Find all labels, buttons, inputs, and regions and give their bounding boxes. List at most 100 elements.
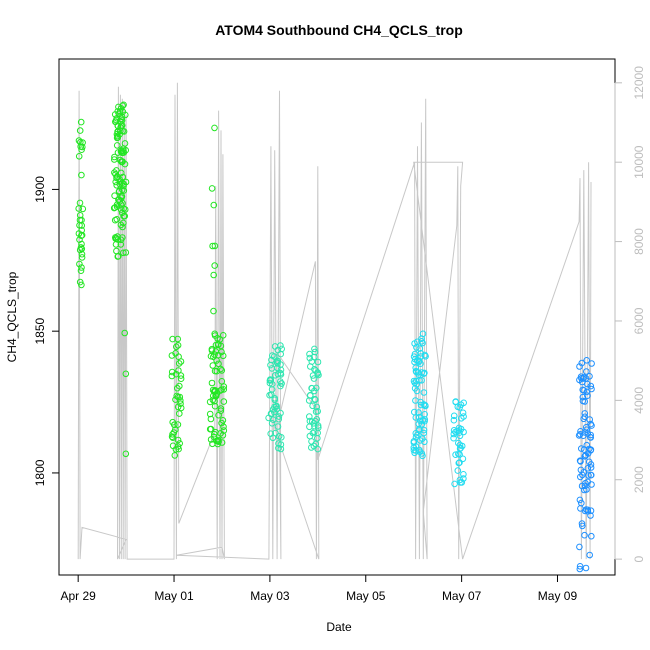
data-point bbox=[459, 455, 467, 463]
data-point bbox=[576, 563, 584, 570]
data-point bbox=[168, 433, 176, 441]
data-point bbox=[116, 178, 124, 185]
data-point bbox=[211, 242, 219, 250]
data-point bbox=[581, 482, 589, 490]
data-point bbox=[175, 367, 182, 374]
data-point bbox=[587, 431, 595, 439]
data-point bbox=[176, 410, 183, 417]
data-point bbox=[120, 128, 128, 135]
data-point bbox=[79, 139, 86, 146]
data-point bbox=[585, 458, 593, 466]
data-point bbox=[77, 138, 84, 146]
data-point bbox=[206, 398, 214, 406]
data-point bbox=[211, 330, 218, 338]
data-point bbox=[587, 447, 595, 454]
data-point bbox=[173, 392, 180, 400]
data-point bbox=[119, 108, 127, 116]
data-point bbox=[116, 156, 124, 164]
data-point bbox=[411, 340, 418, 347]
data-point bbox=[309, 429, 317, 437]
data-point bbox=[113, 216, 121, 223]
data-point bbox=[219, 332, 227, 339]
data-point bbox=[310, 375, 318, 382]
data-point bbox=[420, 426, 428, 434]
data-point bbox=[452, 451, 459, 459]
data-point bbox=[169, 431, 176, 438]
data-point bbox=[113, 142, 121, 149]
data-point bbox=[419, 417, 427, 424]
data-point bbox=[122, 370, 130, 378]
data-point bbox=[209, 242, 216, 250]
data-point bbox=[214, 351, 222, 359]
data-point bbox=[169, 418, 176, 426]
data-point bbox=[578, 445, 585, 452]
data-point bbox=[272, 429, 279, 437]
data-point bbox=[75, 153, 83, 160]
data-point bbox=[78, 264, 85, 271]
data-point bbox=[587, 512, 594, 519]
data-point bbox=[78, 171, 85, 179]
data-point bbox=[111, 192, 118, 199]
data-point bbox=[278, 434, 285, 441]
data-point bbox=[583, 357, 591, 364]
data-point bbox=[168, 372, 176, 380]
data-point bbox=[220, 423, 227, 431]
data-point bbox=[278, 380, 285, 387]
data-point bbox=[306, 392, 314, 399]
data-point bbox=[581, 531, 588, 539]
data-point bbox=[175, 360, 183, 367]
data-point bbox=[75, 137, 83, 144]
data-point bbox=[117, 169, 125, 177]
data-point bbox=[113, 115, 121, 122]
data-point bbox=[206, 410, 214, 418]
data-point bbox=[117, 241, 125, 248]
data-point bbox=[576, 431, 584, 438]
data-point bbox=[459, 409, 467, 417]
data-point bbox=[268, 420, 276, 427]
data-point bbox=[576, 363, 583, 370]
data-point bbox=[312, 440, 320, 448]
data-point bbox=[416, 437, 424, 444]
data-point bbox=[169, 442, 177, 450]
data-point bbox=[212, 388, 219, 395]
data-point bbox=[418, 338, 426, 345]
y2-tick-label: 2000 bbox=[632, 466, 646, 493]
data-point bbox=[77, 267, 85, 275]
data-point bbox=[306, 417, 314, 425]
data-point bbox=[588, 422, 595, 429]
data-point bbox=[422, 353, 429, 360]
data-point bbox=[588, 532, 595, 540]
data-point bbox=[211, 262, 218, 269]
data-point bbox=[269, 416, 277, 424]
x-tick-label: May 01 bbox=[154, 589, 194, 603]
chart-title: ATOM4 Southbound CH4_QCLS_trop bbox=[215, 22, 463, 38]
data-point bbox=[75, 230, 83, 237]
data-point bbox=[213, 391, 220, 399]
data-point bbox=[587, 382, 595, 390]
data-point bbox=[577, 473, 584, 481]
data-point bbox=[458, 442, 466, 450]
data-point bbox=[416, 345, 424, 352]
data-point bbox=[211, 351, 218, 358]
data-point bbox=[588, 385, 595, 393]
data-point bbox=[111, 204, 119, 211]
data-point bbox=[176, 440, 183, 447]
data-point bbox=[581, 446, 588, 453]
data-point bbox=[174, 335, 181, 343]
data-point bbox=[576, 496, 584, 504]
data-point bbox=[314, 429, 322, 437]
data-point bbox=[450, 434, 457, 442]
data-point bbox=[207, 425, 215, 433]
data-point bbox=[119, 223, 126, 231]
data-point bbox=[456, 476, 464, 484]
data-point bbox=[311, 395, 319, 403]
x-tick-label: Apr 29 bbox=[60, 589, 96, 603]
data-point bbox=[588, 360, 595, 367]
data-point bbox=[454, 403, 462, 411]
data-point bbox=[210, 271, 217, 279]
data-point bbox=[268, 365, 276, 372]
data-point bbox=[207, 415, 215, 423]
data-point bbox=[588, 481, 595, 488]
data-point bbox=[174, 421, 182, 428]
